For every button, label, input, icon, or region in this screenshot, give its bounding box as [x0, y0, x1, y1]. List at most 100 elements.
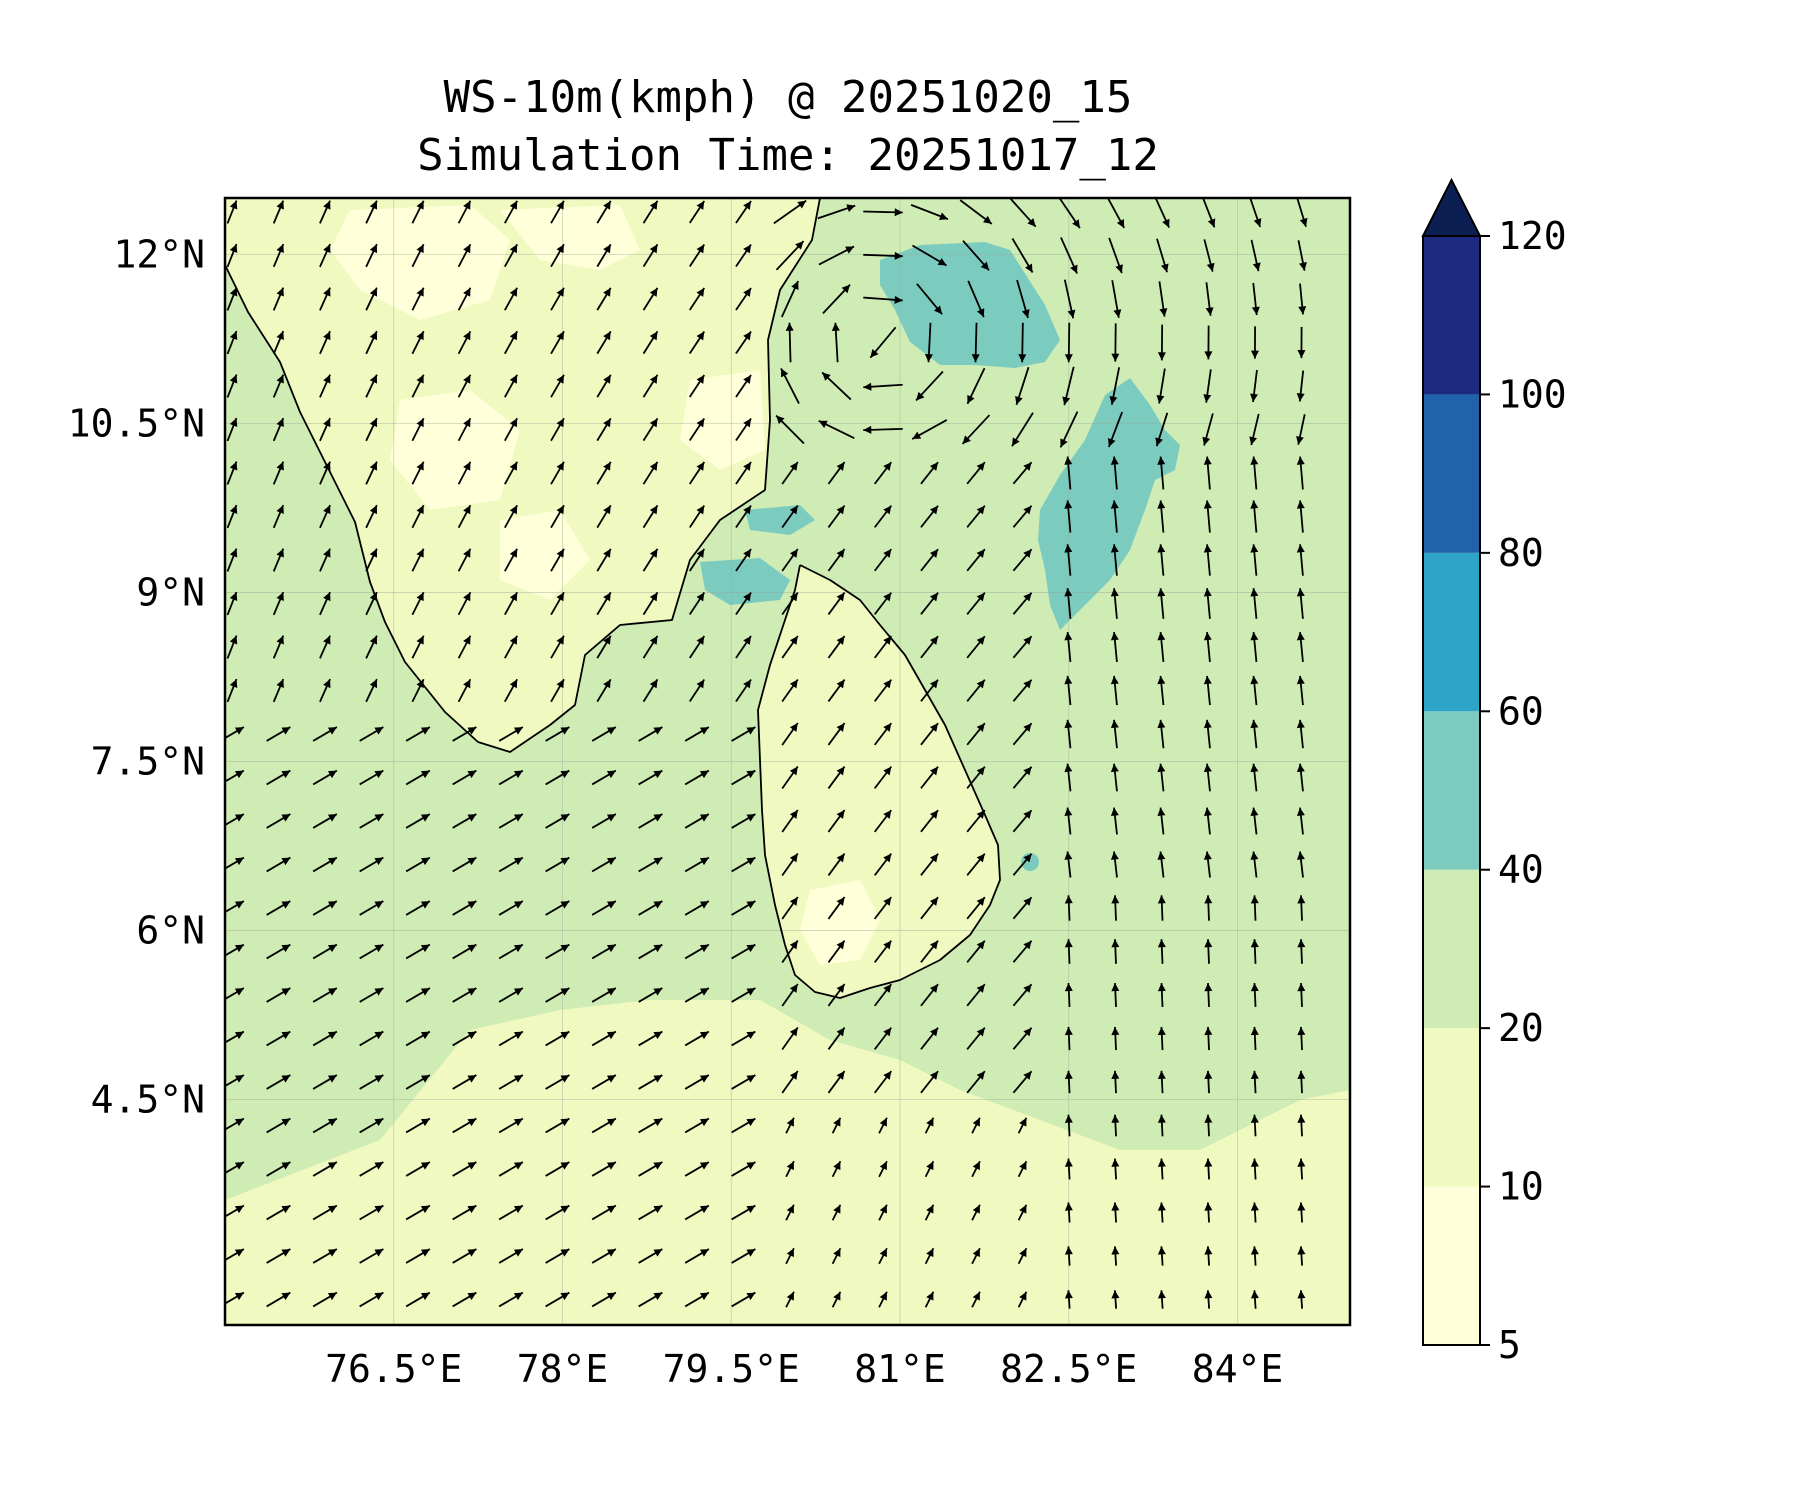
- wind-arrow: [272, 504, 285, 529]
- map-area: [225, 198, 1350, 1325]
- wind-arrow: [916, 283, 943, 315]
- wind-arrow: [225, 987, 245, 1001]
- wind-arrow: [873, 635, 893, 659]
- wind-arrow: [962, 240, 990, 271]
- wind-arrow: [642, 591, 659, 616]
- wind-arrow: [550, 548, 565, 572]
- wind-arrow: [1250, 851, 1259, 878]
- wind-arrow: [1012, 809, 1033, 833]
- wind-arrow: [498, 726, 524, 742]
- wind-arrow: [319, 417, 331, 442]
- wind-arrow: [638, 813, 663, 829]
- wind-arrow: [1202, 198, 1216, 228]
- wind-arrow: [365, 200, 378, 224]
- wind-arrow: [457, 417, 472, 442]
- wind-arrow: [405, 900, 431, 916]
- wind-arrow: [863, 251, 903, 260]
- wind-arrow: [411, 548, 425, 572]
- wind-arrow: [405, 1074, 431, 1090]
- colorbar-segment: [1423, 394, 1480, 553]
- wind-arrow: [781, 809, 799, 833]
- wind-arrow: [591, 1291, 617, 1308]
- wind-arrow: [596, 374, 612, 398]
- wind-arrow: [1012, 896, 1033, 920]
- wind-arrow: [688, 330, 706, 355]
- wind-arrow: [596, 417, 612, 442]
- wind-arrow: [1203, 500, 1212, 533]
- wind-arrow: [827, 722, 846, 746]
- wind-arrow: [312, 900, 338, 916]
- wind-arrow: [457, 504, 472, 529]
- wind-arrow: [920, 461, 939, 485]
- wind-arrow: [272, 330, 285, 355]
- wind-arrow: [971, 1117, 981, 1134]
- wind-arrow: [1064, 763, 1073, 792]
- wind-arrow: [545, 1204, 570, 1221]
- wind-arrow: [591, 1204, 617, 1221]
- wind-arrow: [915, 370, 944, 402]
- wind-arrow: [226, 374, 238, 398]
- wind-arrow: [735, 330, 752, 355]
- wind-arrow: [1297, 939, 1306, 964]
- wind-arrow: [911, 419, 948, 440]
- wind-arrow: [1203, 631, 1212, 663]
- wind-arrow: [966, 592, 986, 615]
- wind-arrow: [550, 417, 565, 442]
- wind-arrow: [545, 1030, 570, 1047]
- wind-arrow: [920, 1027, 939, 1050]
- wind-arrow: [827, 766, 846, 789]
- wind-arrow: [1017, 1291, 1028, 1308]
- wind-arrow: [272, 461, 285, 485]
- wind-arrow: [878, 1160, 888, 1178]
- wind-arrow: [924, 1291, 935, 1308]
- wind-arrow: [638, 1117, 663, 1134]
- wind-arrow: [1012, 679, 1033, 702]
- wind-arrow: [966, 722, 986, 746]
- wind-arrow: [550, 635, 565, 659]
- wind-vectors: [225, 198, 1308, 1309]
- wind-arrow: [405, 726, 431, 742]
- x-tick-label: 82.5°E: [1000, 1347, 1137, 1391]
- wind-arrow: [735, 461, 752, 485]
- wind-arrow: [596, 330, 612, 355]
- wind-arrow: [966, 679, 986, 702]
- wind-arrow: [550, 504, 565, 529]
- wind-arrow: [1012, 1027, 1033, 1050]
- colorbar-extend-arrow: [1421, 177, 1482, 237]
- y-tick-label: 12°N: [113, 232, 205, 276]
- wind-arrow: [735, 591, 752, 616]
- wind-arrow: [781, 853, 799, 876]
- wind-arrow: [827, 592, 846, 615]
- wind-arrow: [1109, 367, 1121, 405]
- wind-arrow: [688, 504, 706, 529]
- wind-arrow: [1296, 719, 1305, 749]
- wind-arrow: [1250, 588, 1259, 619]
- wind-arrow: [878, 1117, 888, 1134]
- wind-arrow: [1110, 675, 1119, 706]
- wind-arrow: [452, 1074, 477, 1090]
- wind-arrow: [735, 287, 752, 311]
- wind-arrow: [272, 374, 285, 398]
- wind-arrow: [920, 679, 939, 702]
- wind-arrow: [266, 1117, 291, 1134]
- wind-arrow: [638, 943, 663, 960]
- wind-arrow: [550, 330, 565, 355]
- wind-arrow: [1250, 1026, 1259, 1051]
- wind-arrow: [1111, 280, 1122, 318]
- colorbar-segment: [1423, 552, 1480, 712]
- wind-arrow: [319, 200, 331, 224]
- wind-arrow: [1250, 763, 1259, 792]
- wind-arrow: [781, 1070, 799, 1094]
- wind-arrow: [272, 417, 285, 442]
- wind-arrow: [1064, 1026, 1073, 1051]
- wind-arrow: [1111, 1246, 1120, 1266]
- wind-arrow: [1060, 237, 1078, 274]
- wind-arrow: [266, 1248, 291, 1264]
- wind-arrow: [1111, 1114, 1120, 1137]
- wind-arrow: [359, 1074, 384, 1090]
- wind-arrow: [785, 1160, 795, 1178]
- wind-arrow: [359, 987, 384, 1003]
- wind-arrow: [869, 326, 897, 359]
- wind-arrow: [359, 769, 384, 786]
- wind-arrow: [1110, 544, 1119, 576]
